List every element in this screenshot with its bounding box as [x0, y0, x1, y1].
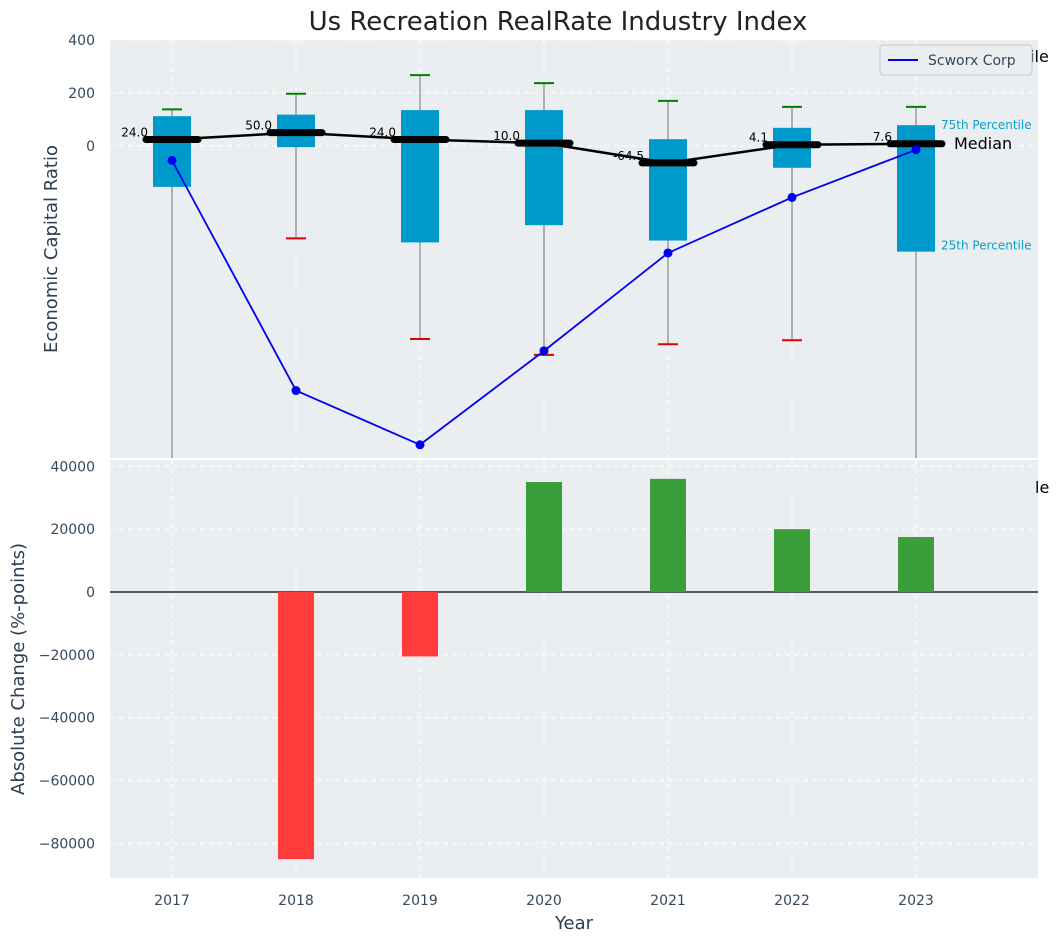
- iqr-box: [525, 110, 563, 226]
- company-point: [291, 386, 301, 396]
- company-point: [787, 192, 797, 202]
- x-tick-label: 2017: [154, 893, 190, 909]
- bottom-y-tick-label: −20000: [39, 648, 95, 664]
- median-trend-line: [171, 131, 917, 165]
- iqr-box: [153, 116, 191, 187]
- bar-2023: [898, 537, 934, 592]
- bottom-y-tick-label: −60000: [39, 774, 95, 790]
- bottom-y-tick-label: 40000: [50, 459, 95, 475]
- bar-2021: [650, 478, 686, 592]
- x-ticks: 2017 2018 2019 2020 2021 2022 2023: [154, 893, 934, 909]
- company-series-line: [167, 145, 921, 450]
- x-tick-label: 2022: [774, 893, 810, 909]
- bottom-y-tick-label: 0: [86, 585, 95, 601]
- p25-label: 25th Percentile: [941, 239, 1032, 253]
- legend: Scworx Corp: [879, 44, 1033, 76]
- top-y-ticks: 0 200 400: [68, 33, 95, 155]
- median-line: [171, 131, 917, 165]
- top-y-tick-label: 0: [86, 139, 95, 155]
- bar-2018: [278, 592, 314, 860]
- top-y-axis-label: Economic Capital Ratio: [41, 145, 62, 353]
- median-value-label: 24.0: [121, 125, 148, 139]
- company-point: [167, 155, 177, 165]
- company-point: [663, 248, 673, 258]
- median-value-label: 7.6: [873, 130, 892, 144]
- top-y-tick-label: 200: [68, 86, 95, 102]
- median-value-label: 50.0: [245, 119, 272, 133]
- bottom-y-tick-label: 20000: [50, 522, 95, 538]
- iqr-box: [649, 139, 687, 241]
- chart-title: Us Recreation RealRate Industry Index: [309, 7, 808, 37]
- p75-label: 75th Percentile: [941, 118, 1032, 132]
- bottom-y-ticks: −80000 −60000 −40000 −20000 0 20000 40000: [39, 459, 95, 852]
- x-tick-label: 2018: [278, 893, 314, 909]
- company-point: [911, 145, 921, 155]
- x-axis-label: Year: [554, 913, 594, 934]
- median-value-label: 10.0: [493, 129, 520, 143]
- bottom-y-axis-label: Absolute Change (%-points): [8, 543, 29, 795]
- x-tick-label: 2019: [402, 893, 438, 909]
- top-plot-area: [110, 40, 1038, 458]
- bottom-y-tick-label: −40000: [39, 711, 95, 727]
- company-point: [539, 346, 549, 356]
- company-point: [415, 440, 425, 450]
- bottom-plot-area: [110, 460, 1038, 878]
- clipped-label: le: [1035, 478, 1049, 497]
- legend-label: Scworx Corp: [928, 53, 1016, 69]
- bar-2020: [526, 482, 562, 592]
- bar-2022: [774, 529, 810, 592]
- bottom-y-tick-label: −80000: [39, 836, 95, 852]
- top-y-tick-label: 400: [68, 33, 95, 49]
- bar-2019: [402, 592, 438, 657]
- median-label: Median: [954, 134, 1012, 153]
- change-bars: [278, 478, 934, 860]
- x-tick-label: 2023: [898, 893, 934, 909]
- x-tick-label: 2020: [526, 893, 562, 909]
- iqr-box: [401, 110, 439, 243]
- median-value-label: 4.1: [749, 131, 768, 145]
- x-tick-label: 2021: [650, 893, 686, 909]
